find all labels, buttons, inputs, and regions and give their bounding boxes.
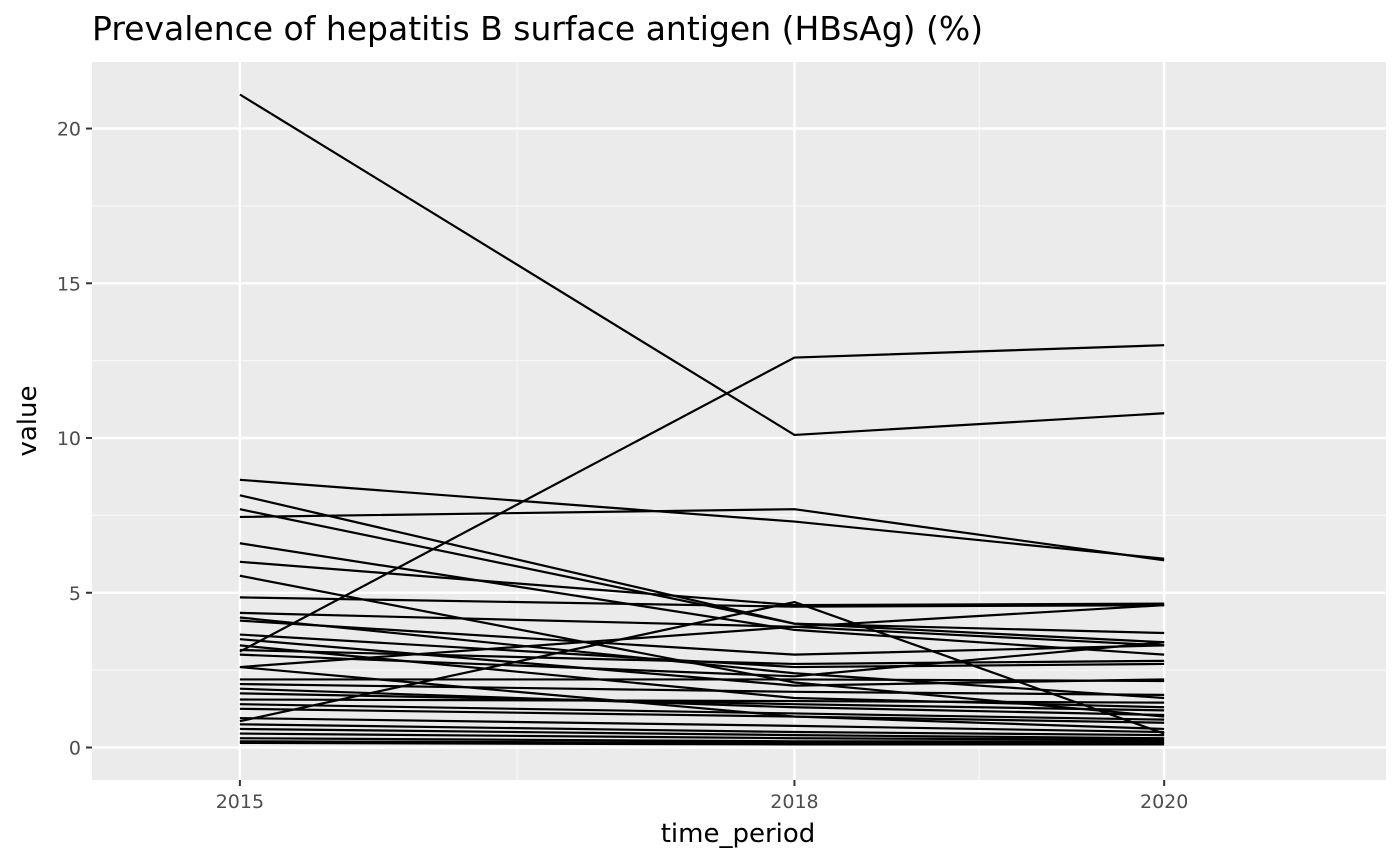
series-line-35 (239, 741, 1165, 746)
y-tick-label: 10 (57, 428, 81, 450)
x-tick-label: 2015 (216, 791, 264, 813)
series-line-22 (239, 682, 1165, 696)
y-tick-label: 15 (57, 273, 81, 295)
series-line-26 (239, 703, 1165, 721)
series-line-31 (239, 727, 1165, 740)
chart-title: Prevalence of hepatitis B surface antige… (92, 9, 983, 48)
y-tick-label: 0 (69, 738, 81, 760)
series-line-18 (239, 641, 1165, 678)
series-line-1 (239, 93, 1165, 437)
series-line-13 (239, 619, 1165, 656)
series-line-21 (239, 678, 1165, 683)
series-line-19 (239, 625, 1165, 669)
series-line-28 (239, 717, 1165, 734)
series-line-32 (239, 732, 1165, 741)
y-axis-title: value (13, 385, 43, 456)
series-line-23 (239, 687, 1165, 717)
series-line-25 (239, 698, 1165, 704)
series-line-4 (239, 508, 1165, 562)
series-line-29 (239, 600, 1165, 735)
series-line-24 (239, 692, 1165, 712)
series-line-34 (239, 740, 1165, 744)
series-line-14 (239, 633, 1165, 669)
series-line-2 (239, 344, 1165, 653)
series-line-10 (239, 596, 1165, 608)
x-tick-label: 2020 (1140, 791, 1188, 813)
series-lines (239, 93, 1165, 746)
series-line-3 (239, 478, 1165, 560)
plot-panel (92, 62, 1386, 780)
x-tick-label: 2018 (770, 791, 818, 813)
series-line-30 (239, 723, 1165, 737)
major-gridlines (92, 62, 1386, 780)
series-line-33 (239, 737, 1165, 743)
series-line-8 (239, 560, 1165, 607)
series-line-27 (239, 707, 1165, 724)
y-axis: 0 5 10 15 20 (57, 119, 92, 760)
x-axis-title: time_period (661, 819, 816, 849)
x-axis: 2015 2018 2020 (216, 780, 1188, 813)
series-line-6 (239, 508, 1165, 644)
series-line-7 (239, 542, 1165, 656)
y-tick-label: 20 (57, 119, 81, 141)
y-tick-label: 5 (69, 583, 81, 605)
